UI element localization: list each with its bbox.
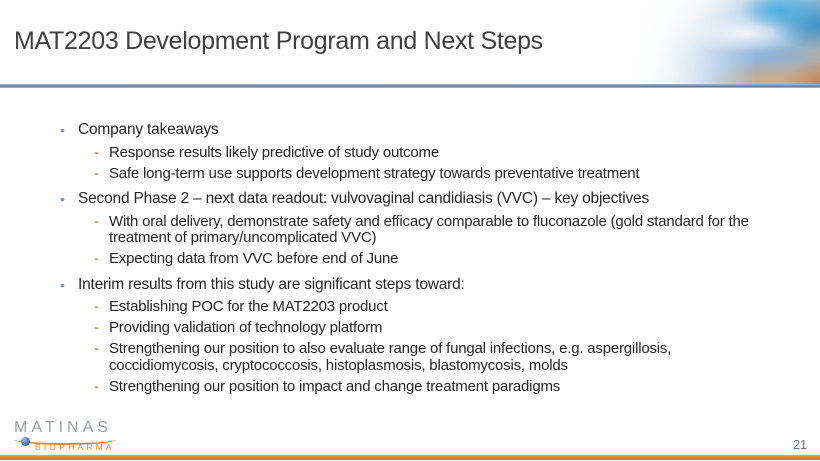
page-number: 21 <box>793 438 807 452</box>
matinas-biopharma-logo: MATINAS BIOPHARMA <box>14 420 124 452</box>
logo-sphere-icon <box>21 437 30 446</box>
sub-bullet-item: - With oral delivery, demonstrate safety … <box>94 212 770 247</box>
logo-subtitle-text: BIOPHARMA <box>35 442 115 452</box>
sub-bullet-item: - Expecting data from VVC before end of J… <box>94 250 770 268</box>
slide-header: MAT2203 Development Program and Next Ste… <box>0 0 820 89</box>
bullet-text: Strengthening our position to also evalu… <box>109 340 672 374</box>
bullet-text: Interim results from this study are sign… <box>78 275 465 293</box>
bullet-text: Strengthening our position to impact and… <box>109 377 561 395</box>
bullet-dot-icon: • <box>60 276 65 293</box>
sub-bullet-item: - Response results likely predictive of s… <box>94 143 770 162</box>
bullet-dash-icon: - <box>94 298 99 315</box>
sub-bullet-item: - Safe long-term use supports development… <box>94 164 770 183</box>
bullet-text: Company takeaways <box>78 121 219 138</box>
bullet-dash-icon: - <box>94 377 99 395</box>
slide-title: MAT2203 Development Program and Next Ste… <box>14 27 543 55</box>
bullet-dot-icon: • <box>60 122 65 138</box>
bullet-list: • Company takeaways - Response results like… <box>60 113 786 395</box>
bullet-dash-icon: - <box>94 250 99 267</box>
bullet-dot-icon: • <box>60 191 65 207</box>
bullet-dash-icon: - <box>94 212 99 230</box>
sub-bullet-item: - Strengthening our position to also eval… <box>94 340 770 374</box>
logo-name-text: MATINAS <box>14 419 112 436</box>
sub-bullet-item: - Providing validation of technology plat… <box>94 319 770 337</box>
bullet-dash-icon: - <box>94 319 99 336</box>
sub-bullet-item: - Establishing POC for the MAT2203 produc… <box>94 298 770 316</box>
header-abstract-image <box>635 0 820 88</box>
bullet-text: Second Phase 2 – next data readout: vulv… <box>78 190 650 207</box>
bullet-text: Providing validation of technology platf… <box>109 319 383 336</box>
bullet-text: With oral delivery, demonstrate safety a… <box>109 212 749 246</box>
header-divider-line <box>0 84 820 88</box>
bullet-text: Safe long-term use supports development … <box>109 164 640 182</box>
footer-accent-bar <box>0 455 820 460</box>
sub-bullet-item: - Strengthening our position to impact an… <box>94 377 770 396</box>
bullet-dash-icon: - <box>94 143 99 161</box>
bullet-dash-icon: - <box>94 164 99 182</box>
bullet-text: Response results likely predictive of st… <box>109 143 439 161</box>
logo-swoosh-icon <box>14 434 116 445</box>
bullet-dash-icon: - <box>94 340 99 357</box>
bullet-text: Expecting data from VVC before end of Ju… <box>109 250 399 267</box>
bullet-text: Establishing POC for the MAT2203 product <box>109 298 388 315</box>
bullet-item: • Interim results from this study are sig… <box>60 275 786 295</box>
bullet-item: • Second Phase 2 – next data readout: vul… <box>60 189 786 209</box>
bullet-item: • Company takeaways <box>60 120 786 140</box>
